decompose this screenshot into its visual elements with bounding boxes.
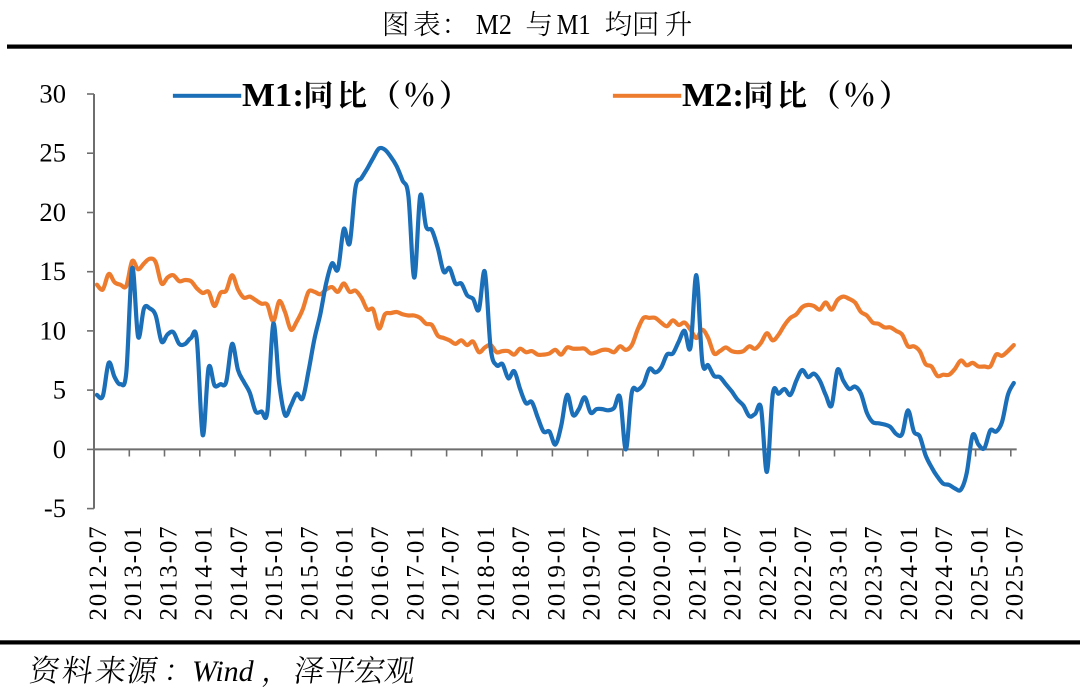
svg-text:2013-07: 2013-07 bbox=[155, 525, 182, 621]
svg-text:2025-07: 2025-07 bbox=[1002, 525, 1029, 621]
svg-text:2019-07: 2019-07 bbox=[579, 525, 606, 621]
svg-text:30: 30 bbox=[39, 78, 66, 108]
svg-text:2017-07: 2017-07 bbox=[438, 525, 465, 621]
svg-text:M1:: M1: bbox=[242, 77, 304, 114]
svg-text:15: 15 bbox=[39, 256, 66, 286]
svg-text:2024-07: 2024-07 bbox=[931, 525, 958, 621]
svg-text:2016-07: 2016-07 bbox=[367, 525, 394, 621]
svg-text:2022-07: 2022-07 bbox=[790, 525, 817, 621]
svg-text:2023-07: 2023-07 bbox=[861, 525, 888, 621]
svg-text:2024-01: 2024-01 bbox=[896, 525, 923, 621]
svg-text:2022-01: 2022-01 bbox=[755, 525, 782, 621]
svg-text:2015-07: 2015-07 bbox=[296, 525, 323, 621]
svg-text:M2:: M2: bbox=[682, 77, 744, 114]
svg-text:2020-07: 2020-07 bbox=[649, 525, 676, 621]
svg-text:M1: M1 bbox=[557, 9, 591, 41]
svg-text:20: 20 bbox=[39, 197, 66, 227]
svg-text:2013-01: 2013-01 bbox=[120, 525, 147, 621]
svg-text:2018-07: 2018-07 bbox=[508, 525, 535, 621]
svg-text:2019-01: 2019-01 bbox=[543, 525, 570, 621]
svg-text:2025-01: 2025-01 bbox=[966, 525, 993, 621]
svg-text:M2: M2 bbox=[476, 9, 512, 41]
svg-text:-5: -5 bbox=[44, 493, 66, 523]
svg-text:2014-07: 2014-07 bbox=[226, 525, 253, 621]
svg-text:25: 25 bbox=[39, 138, 66, 168]
svg-text:0: 0 bbox=[53, 434, 66, 464]
svg-text:2016-01: 2016-01 bbox=[332, 525, 359, 621]
svg-text:2023-01: 2023-01 bbox=[825, 525, 852, 621]
svg-text:2018-01: 2018-01 bbox=[473, 525, 500, 621]
svg-text:2015-01: 2015-01 bbox=[261, 525, 288, 621]
svg-text:2020-01: 2020-01 bbox=[614, 525, 641, 621]
svg-text:2014-01: 2014-01 bbox=[191, 525, 218, 621]
svg-text:Wind: Wind bbox=[192, 655, 255, 688]
svg-text:2021-07: 2021-07 bbox=[720, 525, 747, 621]
svg-text:2017-01: 2017-01 bbox=[402, 525, 429, 621]
svg-text:5: 5 bbox=[53, 375, 66, 405]
svg-text:2021-01: 2021-01 bbox=[684, 525, 711, 621]
svg-text:10: 10 bbox=[39, 315, 66, 345]
svg-text:2012-07: 2012-07 bbox=[85, 525, 112, 621]
